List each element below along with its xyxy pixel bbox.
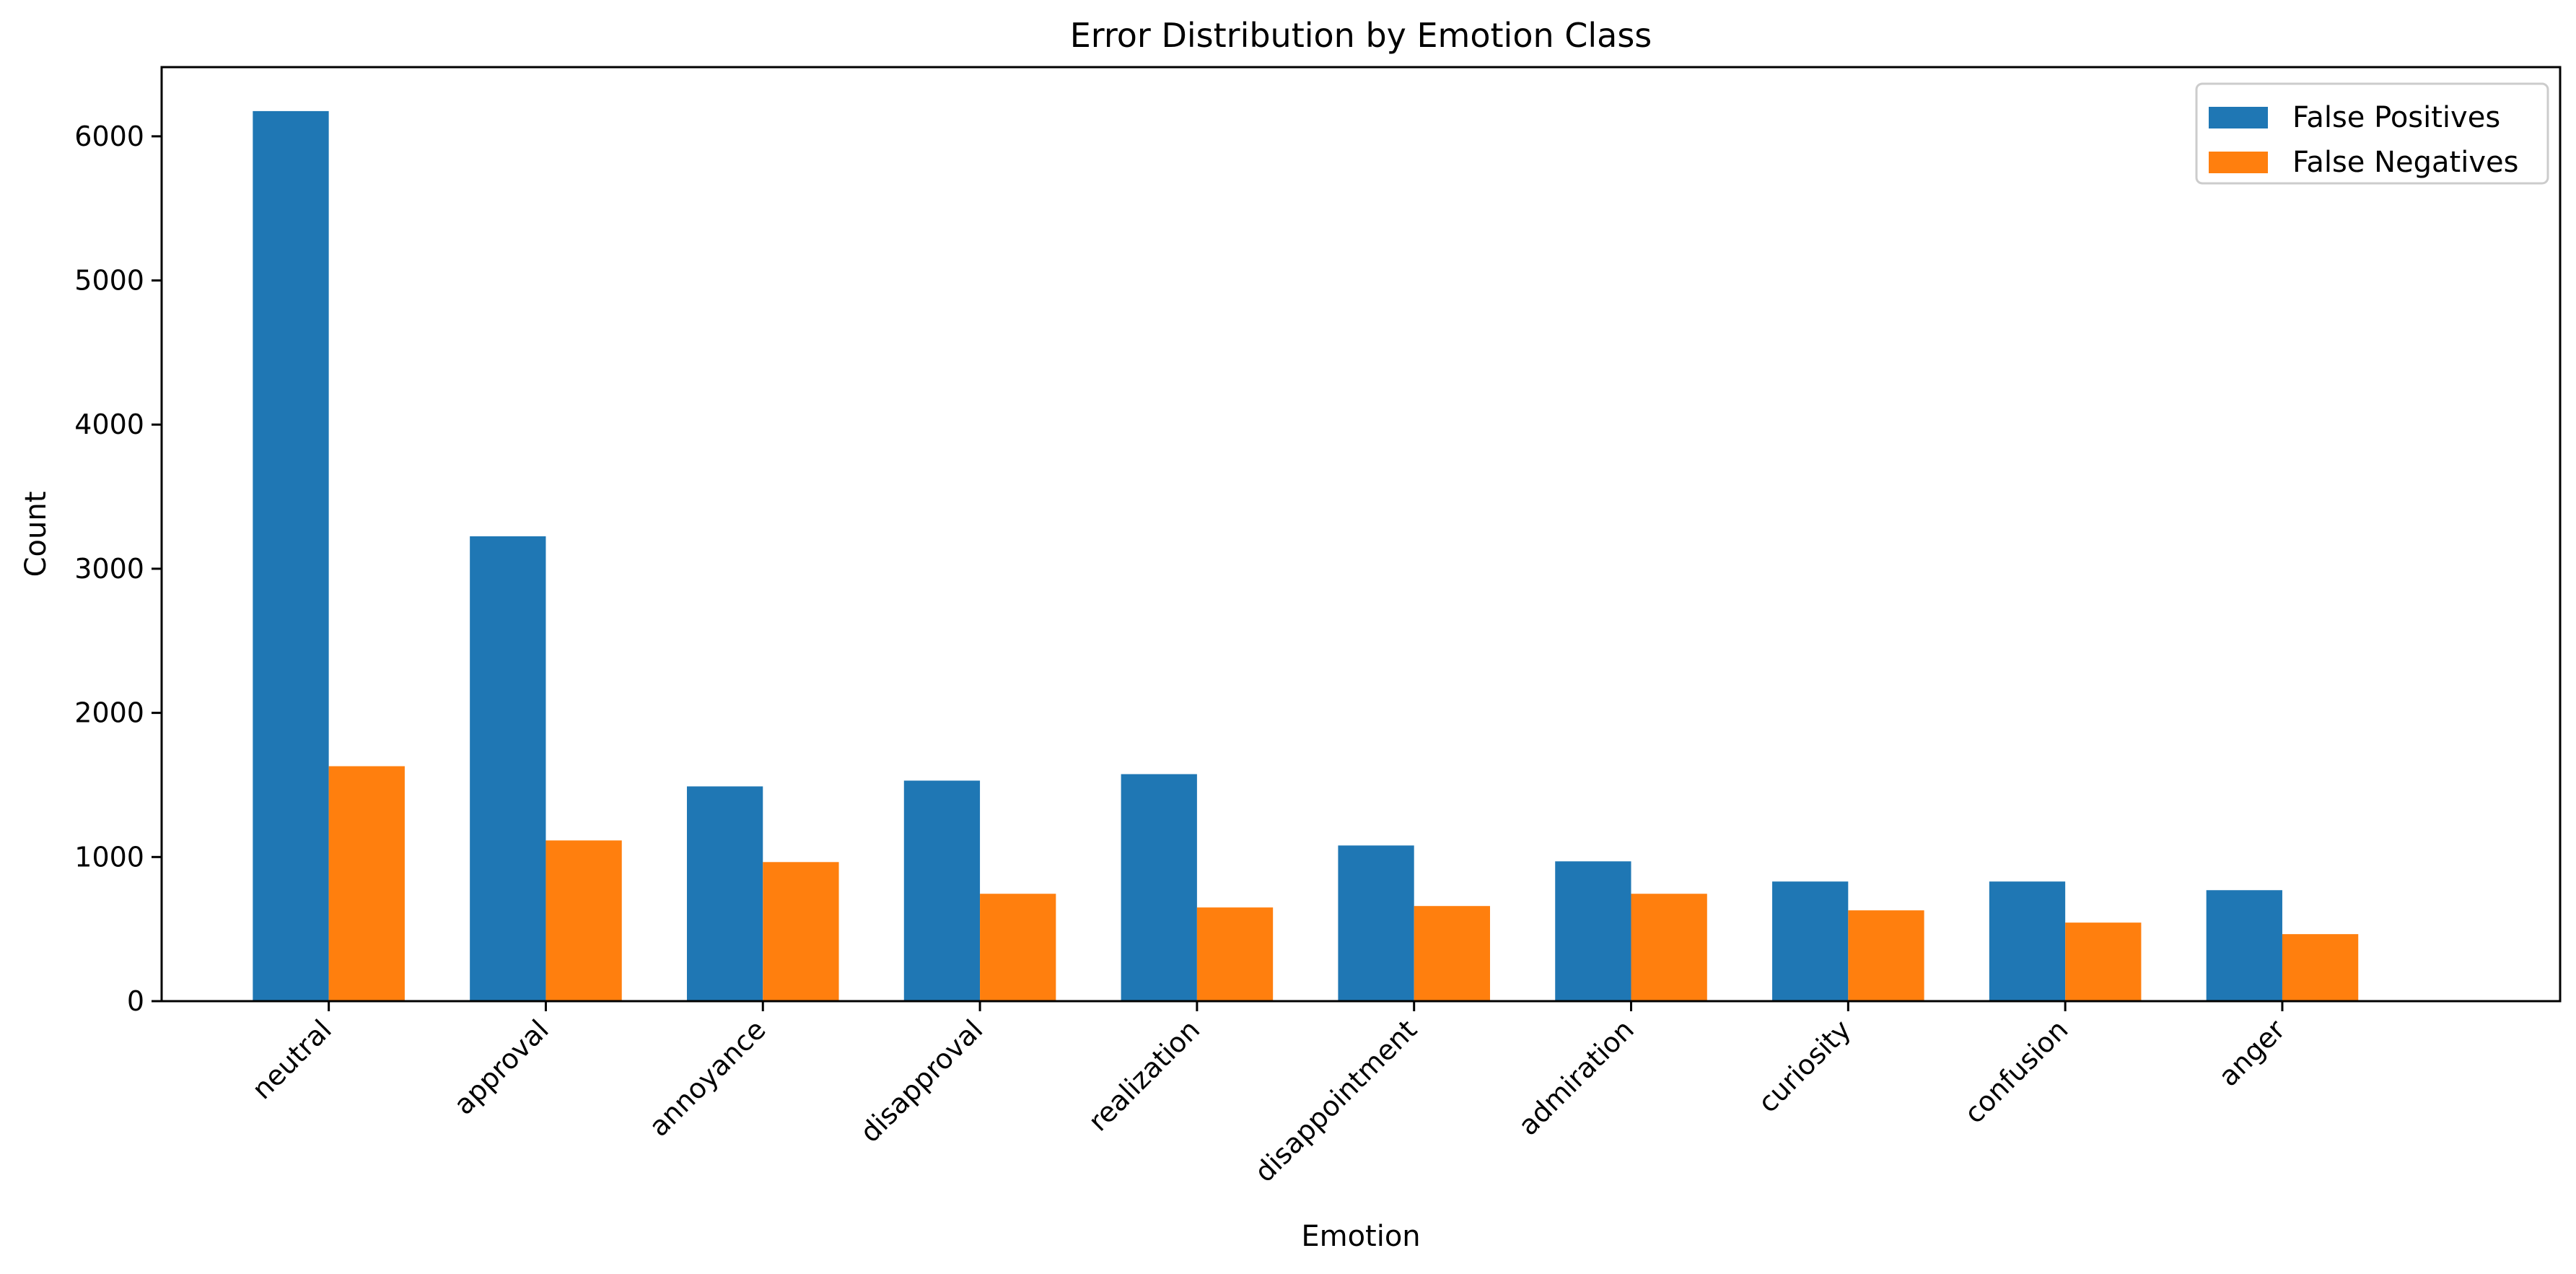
legend-label: False Positives [2292, 101, 2500, 134]
y-axis: 0 1000 2000 3000 4000 5000 6000 [74, 121, 162, 1017]
bar-false-positives-confusion [1989, 881, 2066, 1001]
bar-false-negatives-disappointment [1414, 906, 1490, 1001]
y-tick-label: 3000 [74, 553, 144, 585]
bar-false-negatives-curiosity [1848, 910, 1924, 1001]
bar-false-positives-approval [470, 536, 546, 1001]
y-axis-label: Count [19, 492, 53, 577]
bar-false-positives-realization [1121, 774, 1197, 1001]
chart-title: Error Distribution by Emotion Class [1070, 16, 1652, 55]
bar-false-positives-disappointment [1338, 845, 1414, 1001]
legend-box [2195, 82, 2549, 185]
y-tick-label: 1000 [74, 841, 144, 873]
axes-frame [160, 66, 2562, 1003]
legend: False Positives False Negatives [2195, 82, 2549, 185]
legend-swatch [2209, 152, 2268, 173]
bar-false-negatives-annoyance [763, 862, 839, 1001]
bar-false-negatives-neutral [328, 766, 405, 1001]
bar-false-negatives-admiration [1631, 894, 1707, 1001]
y-tick-label: 0 [127, 985, 144, 1017]
plot-area [253, 110, 2359, 1001]
bar-false-negatives-realization [1196, 907, 1274, 1001]
bar-false-negatives-anger [2282, 934, 2359, 1001]
bar-false-positives-neutral [253, 110, 329, 1001]
y-tick-label: 5000 [74, 265, 144, 297]
bar-false-positives-disapproval [903, 780, 981, 1001]
bar-false-positives-annoyance [686, 786, 763, 1001]
legend-label: False Negatives [2292, 146, 2518, 179]
bar-false-negatives-disapproval [980, 894, 1056, 1001]
bar-false-positives-admiration [1555, 861, 1631, 1001]
bar-false-negatives-confusion [2065, 922, 2142, 1001]
bar-false-positives-anger [2206, 890, 2282, 1001]
y-tick-label: 4000 [74, 409, 144, 440]
bar-false-negatives-approval [546, 840, 622, 1001]
legend-swatch [2209, 107, 2268, 128]
y-tick-label: 6000 [74, 121, 144, 152]
bar-false-positives-curiosity [1772, 881, 1849, 1001]
x-axis-label: Emotion [1301, 1220, 1420, 1253]
y-tick-label: 2000 [74, 697, 144, 729]
